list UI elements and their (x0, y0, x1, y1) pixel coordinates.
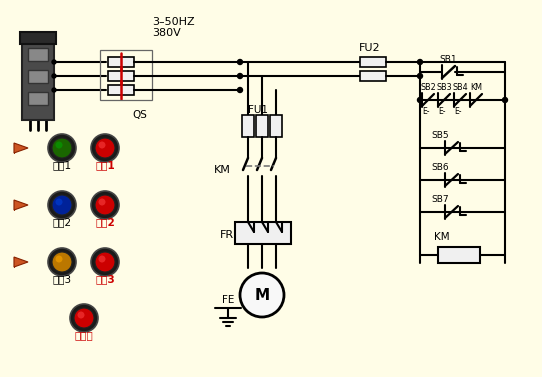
Circle shape (502, 98, 507, 103)
Text: SB6: SB6 (431, 162, 449, 172)
Text: KM: KM (470, 83, 482, 92)
Circle shape (237, 87, 242, 92)
Circle shape (48, 191, 76, 219)
Circle shape (240, 273, 284, 317)
Circle shape (95, 195, 115, 215)
Bar (360, 71, 386, 81)
Bar (242, 115, 254, 137)
Bar (438, 247, 480, 263)
Polygon shape (14, 257, 28, 267)
Polygon shape (14, 200, 28, 210)
Circle shape (74, 308, 94, 328)
Circle shape (417, 60, 423, 64)
Text: 启剈3: 启剈3 (53, 274, 72, 284)
Circle shape (70, 304, 98, 332)
Bar (28, 92, 48, 105)
Text: 启剈2: 启剈2 (53, 217, 72, 227)
Circle shape (55, 256, 62, 262)
Text: 总停止: 总停止 (75, 330, 93, 340)
Circle shape (78, 311, 85, 319)
Circle shape (417, 74, 423, 78)
Text: 停止3: 停止3 (95, 274, 115, 284)
Circle shape (237, 60, 242, 64)
Circle shape (95, 252, 115, 272)
Text: E-: E- (454, 106, 462, 115)
Circle shape (52, 60, 56, 64)
Text: KM: KM (434, 232, 450, 242)
Text: 停止2: 停止2 (95, 217, 115, 227)
Text: FU2: FU2 (359, 43, 381, 53)
Text: SB2: SB2 (420, 83, 436, 92)
Bar (100, 50, 152, 100)
Text: FR: FR (220, 230, 234, 240)
Text: E-: E- (438, 106, 446, 115)
Bar (235, 222, 291, 244)
Circle shape (52, 195, 72, 215)
Text: KM: KM (214, 165, 230, 175)
Text: FE: FE (222, 295, 234, 305)
Circle shape (48, 134, 76, 162)
Circle shape (52, 252, 72, 272)
Circle shape (417, 98, 423, 103)
Circle shape (55, 199, 62, 205)
Bar (28, 48, 48, 61)
Circle shape (237, 74, 242, 78)
Circle shape (95, 138, 115, 158)
Text: FU1: FU1 (248, 105, 268, 115)
Bar (20, 32, 56, 44)
Text: E-: E- (422, 106, 430, 115)
Bar (108, 57, 134, 67)
Text: QS: QS (133, 110, 147, 120)
Text: 380V: 380V (152, 28, 180, 38)
Bar (360, 57, 386, 67)
Circle shape (55, 141, 62, 149)
Circle shape (99, 199, 106, 205)
Text: 启剈1: 启剈1 (53, 160, 72, 170)
Text: SB4: SB4 (452, 83, 468, 92)
Text: 3–50HZ: 3–50HZ (152, 17, 195, 27)
Text: M: M (254, 288, 269, 302)
Text: SB1: SB1 (439, 55, 457, 63)
Circle shape (91, 191, 119, 219)
Bar (22, 42, 54, 120)
Circle shape (52, 88, 56, 92)
Text: SB3: SB3 (436, 83, 452, 92)
Circle shape (91, 134, 119, 162)
Text: 停止1: 停止1 (95, 160, 115, 170)
Bar (270, 115, 282, 137)
Circle shape (91, 248, 119, 276)
Circle shape (52, 74, 56, 78)
Circle shape (48, 248, 76, 276)
Text: SB7: SB7 (431, 195, 449, 204)
Polygon shape (14, 143, 28, 153)
Bar (108, 85, 134, 95)
Text: SB5: SB5 (431, 130, 449, 139)
Bar (256, 115, 268, 137)
Bar (108, 71, 134, 81)
Circle shape (99, 256, 106, 262)
Circle shape (99, 141, 106, 149)
Circle shape (52, 138, 72, 158)
Bar (28, 70, 48, 83)
